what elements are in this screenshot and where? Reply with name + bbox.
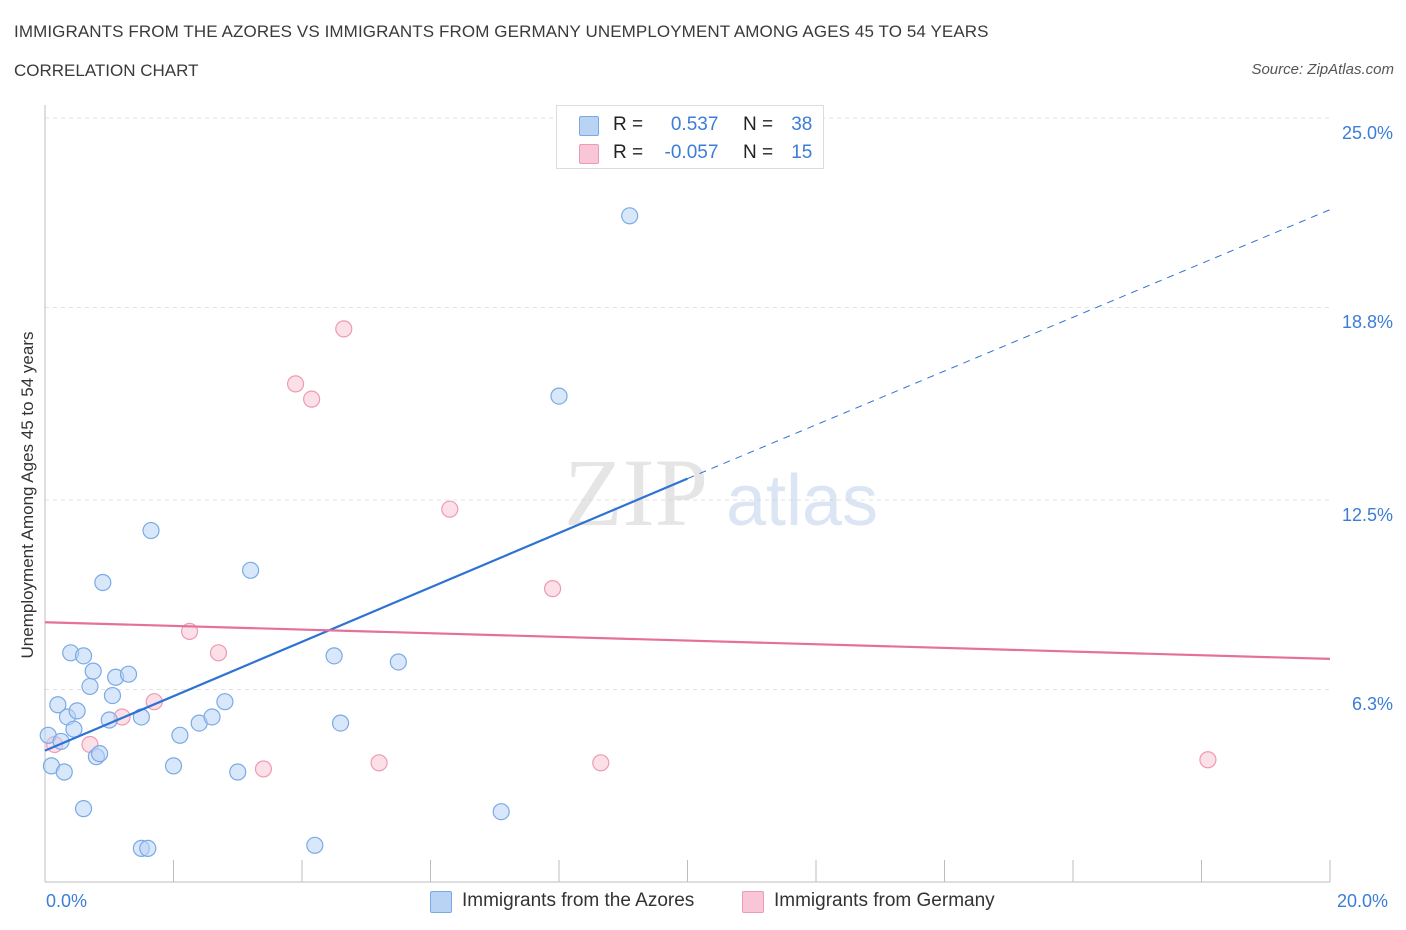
azores-point-7: [68, 702, 86, 720]
y-tick-label: 25.0%: [1341, 123, 1393, 143]
y-tick-label: 12.5%: [1341, 505, 1393, 525]
legend-n-label: N =: [742, 142, 774, 163]
bottom-legend-swatch-azores: [430, 891, 452, 913]
trend-lines: [44, 209, 1331, 752]
azores-point-20: [164, 757, 183, 775]
trend-line-azores-projection: [687, 209, 1331, 480]
azores-point-26: [229, 763, 247, 781]
germany-point-9: [335, 320, 353, 338]
watermark-atlas: atlas: [726, 461, 878, 541]
trend-line-germany: [44, 621, 1331, 661]
germany-point-11: [441, 500, 459, 518]
azores-point-23: [203, 708, 221, 726]
watermark: ZIP atlas: [564, 439, 878, 546]
germany-point-12: [543, 580, 562, 598]
azores-point-30: [550, 387, 568, 405]
germany-point-5: [209, 644, 228, 662]
legend-r-germany: -0.057: [664, 142, 719, 163]
y-tick-label: 6.3%: [1351, 694, 1393, 715]
bottom-legend-label-germany: Immigrants from Germany: [774, 890, 995, 911]
legend-r-label: R =: [613, 114, 644, 135]
y-axis-title: Unemployment Among Ages 45 to 54 years: [18, 331, 37, 659]
azores-point-8: [74, 647, 93, 665]
grid-lines: [45, 117, 1330, 690]
azores-point-13: [94, 573, 112, 592]
y-tick-label: 18.8%: [1341, 312, 1393, 333]
trend-line-azores: [44, 477, 688, 752]
bottom-legend-swatch-germany: [742, 891, 764, 913]
watermark-zip: ZIP: [564, 439, 708, 546]
germany-point-13: [592, 754, 610, 772]
azores-point-10: [84, 662, 102, 680]
azores-point-12: [91, 745, 109, 763]
azores-point-34: [139, 839, 157, 857]
azores-point-36: [492, 803, 510, 821]
correlation-legend: R = 0.537 N = 38 R = -0.057 N = 15: [556, 105, 824, 169]
azores-point-35: [306, 836, 324, 854]
azores-point-9: [81, 677, 99, 696]
legend-n-label: N =: [742, 114, 774, 135]
germany-point-6: [254, 760, 273, 778]
legend-swatch-azores: [579, 116, 599, 136]
azores-point-15: [103, 686, 122, 705]
azores-point-29: [389, 653, 407, 671]
axes: [44, 105, 1331, 883]
azores-point-24: [216, 693, 234, 711]
azores-point-37: [55, 763, 73, 781]
legend-swatch-germany: [579, 144, 599, 164]
azores-point-2: [49, 696, 67, 714]
x-tick-label-min: 0.0%: [46, 891, 88, 911]
azores-point-19: [142, 521, 160, 540]
germany-point-7: [286, 375, 305, 393]
germany-point-8: [303, 390, 321, 408]
germany-point-14: [1199, 751, 1217, 769]
azores-point-25: [242, 561, 260, 579]
legend-n-azores: 38: [791, 114, 813, 135]
legend-n-germany: 15: [791, 142, 813, 163]
azores-point-32: [74, 800, 93, 818]
chart-subtitle: CORRELATION CHART: [14, 61, 199, 80]
azores-point-17: [119, 665, 138, 683]
azores-point-27: [325, 647, 343, 665]
series-germany-points: [46, 320, 1217, 778]
legend-r-label: R =: [613, 142, 644, 163]
series-azores-points: [39, 207, 639, 857]
germany-point-10: [370, 754, 388, 772]
bottom-legend-label-azores: Immigrants from the Azores: [462, 890, 695, 911]
azores-point-28: [331, 714, 350, 732]
legend-r-azores: 0.537: [670, 114, 719, 135]
azores-point-21: [171, 726, 189, 744]
x-tick-label-max: 20.0%: [1337, 891, 1389, 911]
source-note: Source: ZipAtlas.com: [1251, 61, 1394, 78]
azores-point-31: [621, 207, 639, 225]
chart-title: IMMIGRANTS FROM THE AZORES VS IMMIGRANTS…: [14, 22, 989, 41]
